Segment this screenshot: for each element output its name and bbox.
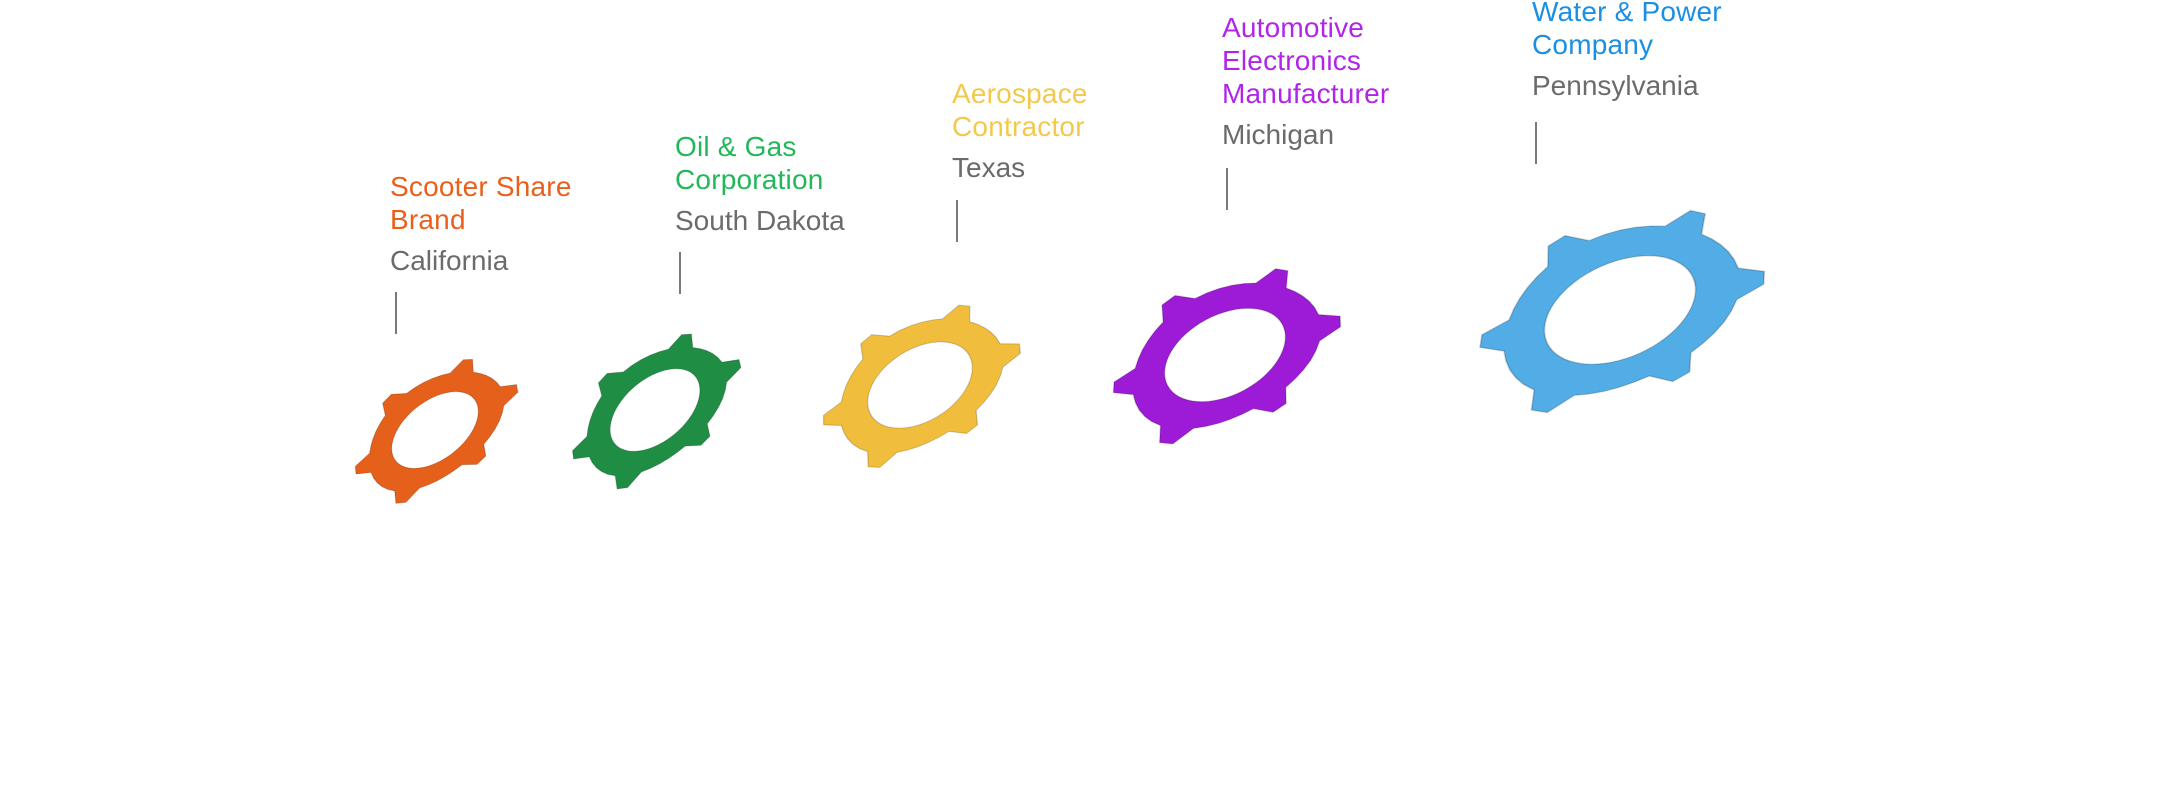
client-label-water-power: Water & Power Company Pennsylvania [1532,0,1772,102]
client-title-line: Scooter Share [390,171,572,202]
gasket-icon [354,358,519,504]
client-state: Texas [952,152,1026,183]
client-title-line: Aerospace [952,78,1088,109]
client-label-automotive: Automotive Electronics Manufacturer Mich… [1222,11,1462,151]
client-title: Water & Power Company [1532,0,1772,61]
gasket-icon [571,333,742,490]
client-title-line: Corporation [675,164,824,195]
client-title: Aerospace Contractor [952,77,1192,143]
client-title: Automotive Electronics Manufacturer [1222,11,1462,110]
client-title: Oil & Gas Corporation [675,130,915,196]
leader-line [1226,168,1228,210]
leader-line [1535,122,1537,164]
leader-line [956,200,958,242]
client-label-oil-gas: Oil & Gas Corporation South Dakota [675,130,915,237]
client-state: Pennsylvania [1532,70,1699,101]
client-title: Scooter Share Brand [390,170,630,236]
client-title-line: Oil & Gas [675,131,797,162]
client-title-line: Automotive [1222,12,1365,43]
client-title-line: Manufacturer [1222,78,1390,109]
client-title-line: Water & Power [1532,0,1722,27]
client-label-aerospace: Aerospace Contractor Texas [952,77,1192,184]
leader-line [679,252,681,294]
client-state: South Dakota [675,205,845,236]
gasket-icon [1112,268,1342,445]
client-title-line: Electronics [1222,45,1362,76]
client-title-line: Company [1532,29,1654,60]
leader-line [395,292,397,334]
client-title-line: Contractor [952,111,1085,142]
client-state: California [390,245,509,276]
client-title-line: Brand [390,204,466,235]
client-label-scooter: Scooter Share Brand California [390,170,630,277]
gasket-icon [822,304,1022,468]
client-state: Michigan [1222,119,1335,150]
gasket-icon [1479,209,1766,414]
